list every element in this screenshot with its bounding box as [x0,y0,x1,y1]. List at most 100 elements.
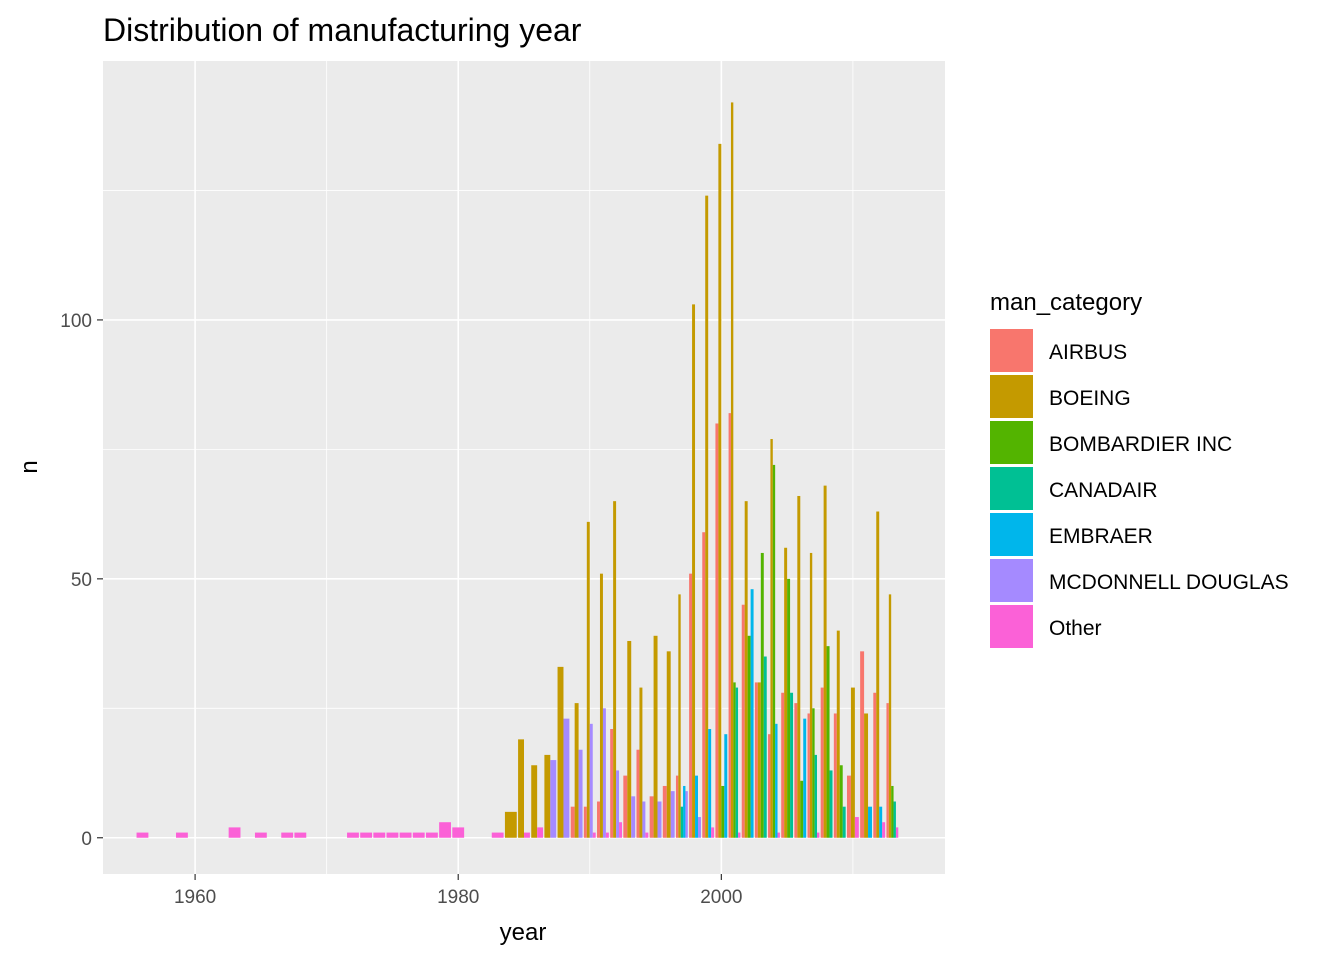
bar [708,729,712,838]
bar [619,822,623,838]
bar [586,521,590,838]
bar [800,780,804,838]
bar [744,501,748,838]
bar [803,718,807,838]
bar [695,775,698,838]
bar [809,552,813,838]
bar [645,832,649,838]
bar [683,785,686,838]
bar [578,749,583,838]
y-tick-label: 50 [71,570,92,591]
bar [599,573,603,838]
bar [685,791,688,838]
bar [605,832,609,838]
bar [705,195,709,838]
bar [882,822,886,838]
bar [842,806,846,838]
bar [741,604,745,838]
bar [770,439,773,838]
bar [425,832,438,838]
bar [544,754,551,838]
y-axis-title: n [16,460,43,473]
bar [747,635,751,838]
bar [886,703,889,838]
bar [518,739,524,838]
bar [597,801,600,838]
bar [768,734,771,838]
bar [868,806,872,838]
bar [833,713,837,838]
bar [702,532,706,838]
bar [864,713,869,838]
bar [876,511,880,838]
bar [662,785,667,838]
bar [735,687,739,838]
bar [563,718,570,838]
bar [846,775,851,838]
bar [613,501,617,838]
bar [602,708,606,838]
bar [592,832,596,838]
bar [491,832,504,838]
bar [893,801,896,838]
bar [757,682,761,838]
bar [814,754,817,838]
bar [399,832,412,838]
bar [754,682,758,838]
bar [807,713,810,838]
bar [888,594,892,838]
bar [724,734,728,838]
bar [574,703,579,838]
x-tick-label: 1960 [174,887,216,908]
bar [639,687,643,838]
bar [823,485,827,838]
bar [570,806,575,838]
bar [176,832,188,838]
bar [711,827,715,838]
bar [715,423,719,838]
bar [689,573,693,838]
bar [136,832,149,838]
legend-title: man_category [990,289,1142,316]
legend-label: Other [1049,617,1102,640]
bar [750,589,754,838]
bar [524,832,530,838]
bar [721,785,725,838]
legend-key [990,559,1033,602]
bar [623,775,628,838]
bar [642,801,646,838]
bar [439,822,451,838]
bar [730,102,734,838]
bar [826,646,830,838]
bar [784,547,788,838]
legend-label: MCDONNELL DOUGLAS [1049,571,1289,594]
bar [718,143,722,838]
bar [452,827,465,838]
bar [836,630,840,838]
bar [891,785,894,838]
bar [649,796,654,838]
bar [386,832,399,838]
x-tick-label: 1980 [437,887,479,908]
bar [794,703,798,838]
bar [879,806,883,838]
bar [347,832,359,838]
bar [790,692,794,838]
bar [610,729,614,838]
bar [557,666,564,838]
bar [294,832,307,838]
legend-label: AIRBUS [1049,341,1127,364]
bar [675,775,679,838]
bar [873,692,877,838]
legend-label: EMBRAER [1049,525,1153,548]
bar [854,817,859,838]
bar [781,692,785,838]
bar [697,817,701,838]
bar [254,832,267,838]
bar [860,651,865,838]
bar [281,832,294,838]
bar [797,495,801,838]
bar [895,827,899,838]
bar [680,806,684,838]
